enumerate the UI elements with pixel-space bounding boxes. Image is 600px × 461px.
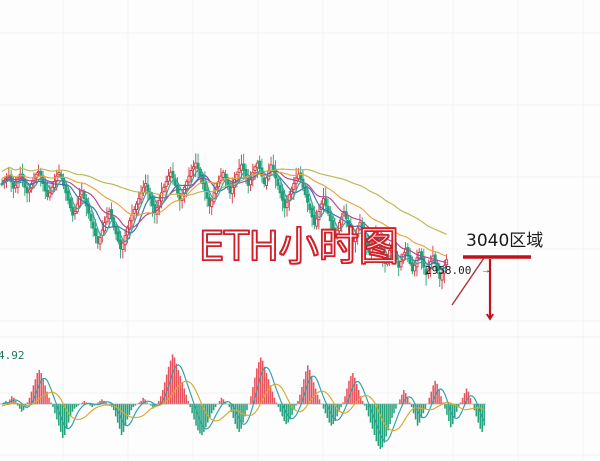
resistance-zone-label: 3040区域 <box>466 231 544 251</box>
price-level-label: 2958.00 <box>425 264 472 277</box>
page-title: ETH小时图 <box>198 224 399 270</box>
uptrend-line <box>451 257 485 306</box>
macd-value-readout: 4.92 <box>0 349 25 362</box>
down-arrow-head <box>486 313 494 321</box>
price-pointer-icon: → <box>481 265 491 276</box>
